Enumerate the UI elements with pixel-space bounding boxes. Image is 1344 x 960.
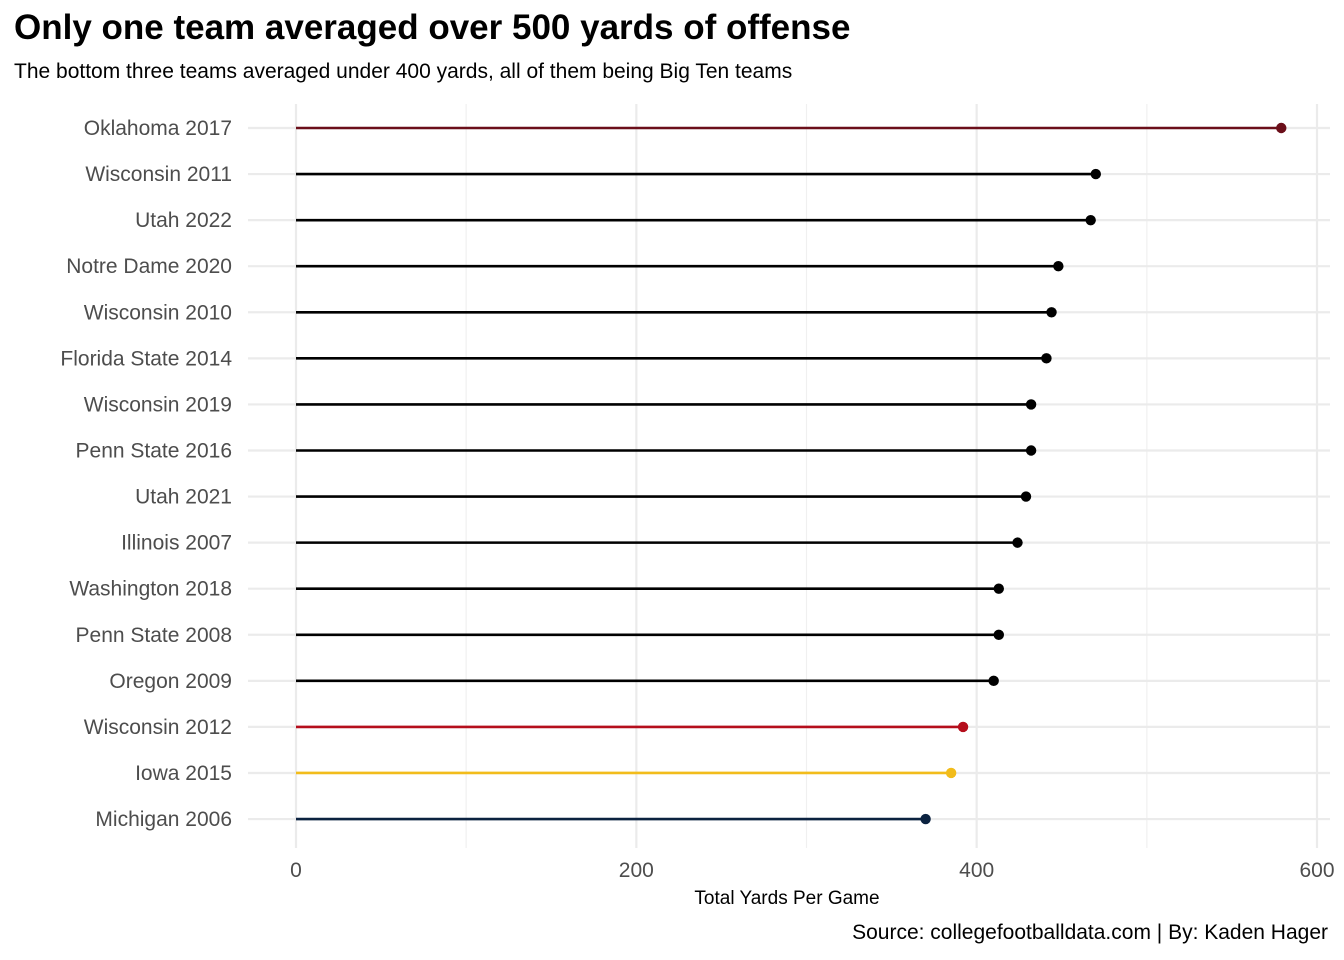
y-axis-label: Illinois 2007 bbox=[121, 532, 232, 555]
y-axis-label: Utah 2022 bbox=[135, 209, 232, 232]
lollipop-point bbox=[1085, 214, 1096, 226]
lollipop-point bbox=[1276, 122, 1287, 134]
x-tick-label: 600 bbox=[1299, 859, 1334, 882]
lollipop-point bbox=[945, 767, 957, 779]
x-axis-ticks: 0 200 400 600 bbox=[290, 859, 1334, 882]
y-axis-label: Michigan 2006 bbox=[95, 808, 232, 831]
y-axis-label: Utah 2021 bbox=[135, 486, 232, 509]
lollipop-point bbox=[1012, 537, 1023, 548]
y-axis-label: Oregon 2009 bbox=[109, 670, 232, 693]
lollipop-point bbox=[993, 629, 1004, 640]
gridlines bbox=[248, 104, 1330, 848]
lollipop-point bbox=[1041, 353, 1052, 364]
x-tick-label: 200 bbox=[619, 859, 654, 882]
x-tick-label: 400 bbox=[959, 859, 994, 882]
chart-subtitle: The bottom three teams averaged under 40… bbox=[14, 60, 793, 83]
y-axis-label: Penn State 2008 bbox=[76, 624, 232, 647]
y-axis-labels: Oklahoma 2017 Wisconsin 2011 Utah 2022 Notr… bbox=[60, 117, 232, 831]
y-axis-label: Oklahoma 2017 bbox=[84, 117, 232, 140]
lollipop-point bbox=[920, 813, 931, 825]
y-axis-label: Penn State 2016 bbox=[76, 439, 232, 462]
x-axis-title: Total Yards Per Game bbox=[694, 888, 879, 909]
x-tick-label: 0 bbox=[290, 859, 302, 882]
y-axis-label: Washington 2018 bbox=[69, 578, 232, 601]
lollipop-point bbox=[1020, 491, 1032, 502]
y-axis-label: Iowa 2015 bbox=[135, 762, 232, 785]
lollipop-point bbox=[1046, 307, 1057, 318]
lollipop-point bbox=[1025, 445, 1037, 456]
y-axis-label: Wisconsin 2019 bbox=[84, 393, 232, 416]
source-caption: Source: collegefootballdata.com | By: Ka… bbox=[852, 921, 1328, 944]
y-axis-label: Wisconsin 2012 bbox=[84, 716, 232, 739]
y-axis-label: Wisconsin 2010 bbox=[84, 301, 232, 324]
chart-title: Only one team averaged over 500 yards of… bbox=[14, 8, 851, 47]
lollipop-point bbox=[993, 583, 1004, 594]
y-axis-label: Wisconsin 2011 bbox=[85, 163, 232, 186]
y-axis-label: Florida State 2014 bbox=[60, 347, 232, 370]
lollipop-marks bbox=[296, 122, 1287, 825]
lollipop-point bbox=[1090, 168, 1101, 180]
y-axis-label: Notre Dame 2020 bbox=[66, 255, 232, 278]
lollipop-point bbox=[1025, 399, 1037, 410]
lollipop-point bbox=[988, 675, 999, 687]
lollipop-point bbox=[957, 721, 969, 733]
lollipop-point bbox=[1053, 261, 1064, 272]
